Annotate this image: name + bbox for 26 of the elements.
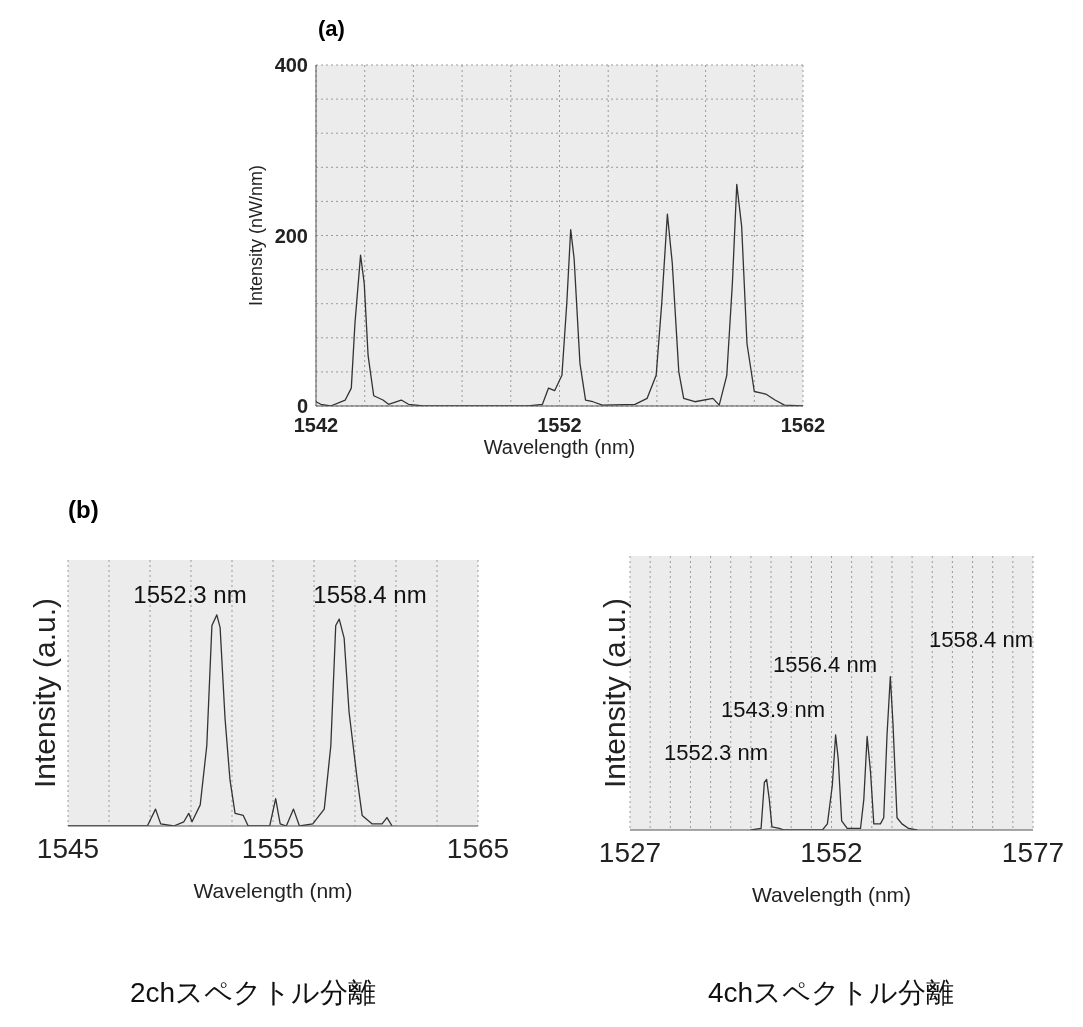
x-tick-label: 1552 bbox=[800, 836, 863, 868]
annotation: 1552.3 nm bbox=[664, 740, 768, 766]
y-tick-label: 400 bbox=[274, 54, 308, 77]
text: 1558.4 nm bbox=[929, 627, 1033, 653]
text: 1552.3 nm bbox=[133, 581, 247, 609]
x-axis-title: Wavelength (nm) bbox=[751, 883, 912, 906]
x-tick-label: 1555 bbox=[241, 832, 305, 864]
x-tick-label: 1545 bbox=[36, 832, 100, 864]
y-axis-title: Intensity (nW/nm) bbox=[246, 164, 267, 307]
y-tick-label: 200 bbox=[274, 224, 308, 247]
annotation: 1556.4 nm bbox=[773, 652, 877, 678]
y-axis-title: Intensity (a.u.) bbox=[597, 597, 631, 789]
y-axis-title: Intensity (a.u.) bbox=[27, 597, 61, 789]
text: 1558.4 nm bbox=[313, 581, 427, 609]
annotation: 1543.9 nm bbox=[721, 697, 825, 723]
x-axis-title: Wavelength (nm) bbox=[483, 436, 636, 458]
chart-title: (a) bbox=[318, 16, 345, 42]
x-tick-label: 1562 bbox=[780, 414, 826, 437]
text: 2chスペクトル分離 bbox=[129, 976, 377, 1010]
x-tick-label: 1552 bbox=[537, 414, 582, 437]
chart-title: (b) bbox=[68, 496, 99, 524]
x-tick-label: 1527 bbox=[598, 836, 662, 868]
text: 4chスペクトル分離 bbox=[707, 976, 955, 1010]
x-axis-title: Wavelength (nm) bbox=[193, 879, 353, 902]
x-tick-label: 1565 bbox=[446, 832, 510, 864]
x-tick-label: 1577 bbox=[1001, 836, 1065, 868]
